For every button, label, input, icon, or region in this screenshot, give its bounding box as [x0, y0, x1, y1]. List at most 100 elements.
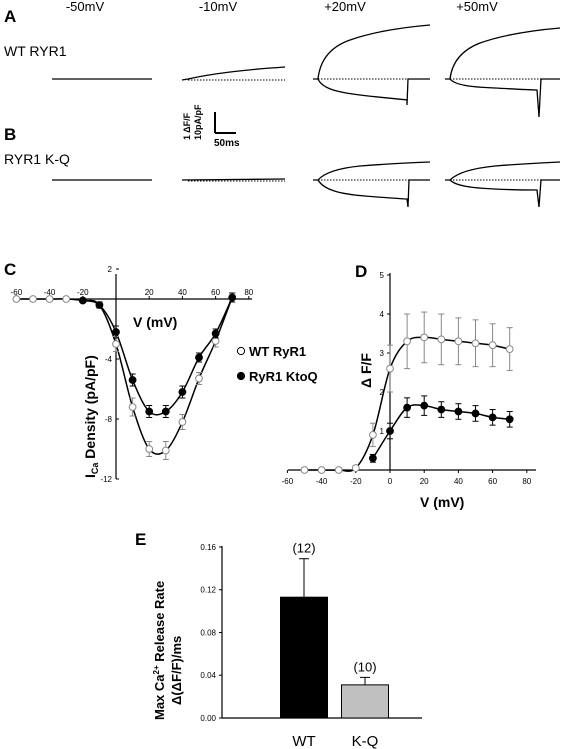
- iv-x-tick-label: 60: [211, 288, 220, 297]
- rate-y-tick-label: 0.08: [200, 628, 216, 637]
- iv-y-axis-label: ICa Density (pA/pF): [82, 355, 100, 478]
- fluorescence-chart: -60 -40 -20 0 20 40 60 80 1 2 3 4 5 V (mV) Δ F/F: [282, 271, 536, 510]
- voltage-label-4: +50mV: [456, 0, 498, 14]
- ff-wt-point: [420, 333, 429, 342]
- ff-x-tick-label: -20: [350, 477, 362, 486]
- wt-traces: [52, 24, 561, 118]
- iv-chart: -60 -40 -20 20 40 60 80 2 -4 -8 -12 V (mV) ICa De…: [11, 265, 318, 484]
- ff-y-tick-label: 3: [380, 349, 385, 358]
- scale-bar-ylabel-1: 1 ΔF/F: [182, 112, 192, 140]
- iv-kq-point: [178, 388, 187, 396]
- iv-wt-point: [211, 337, 220, 345]
- ff-x-tick-label: -40: [316, 477, 328, 486]
- kq-trace-p50-current: [449, 179, 560, 208]
- ff-kq-point: [488, 413, 497, 422]
- ff-y-axis-label: Δ F/F: [358, 353, 374, 388]
- ff-y-tick-label: 2: [380, 388, 385, 397]
- iv-x-tick-label: -20: [77, 288, 89, 297]
- ff-kq-point: [454, 407, 463, 416]
- iv-x-tick-label: 20: [145, 288, 154, 297]
- rate-y-tick-label: 0.00: [200, 714, 216, 723]
- ff-kq-point: [386, 427, 394, 435]
- ff-y-tick-label: 5: [380, 271, 385, 280]
- iv-kq-point: [128, 376, 137, 384]
- voltage-label-3: +20mV: [324, 0, 366, 14]
- ff-wt-point: [351, 464, 360, 472]
- ff-wt-point: [369, 431, 377, 439]
- ff-wt-point: [334, 466, 343, 474]
- ff-y-tick-label: 4: [380, 310, 385, 319]
- iv-x-tick-label: 80: [244, 288, 253, 297]
- panel-label-a: A: [4, 7, 16, 26]
- legend-label-wt: WT RyR1: [249, 344, 306, 359]
- iv-wt-point: [195, 374, 203, 383]
- row-label-wt: WT RYR1: [4, 43, 67, 59]
- legend-marker-kq: [236, 371, 246, 381]
- ff-x-tick-label: 80: [522, 477, 531, 486]
- ff-wt-point: [505, 345, 514, 354]
- panel-label-e: E: [135, 530, 146, 549]
- ff-x-tick-label: 40: [454, 477, 463, 486]
- kq-traces: [52, 161, 561, 208]
- panel-label-d: D: [355, 262, 367, 281]
- iv-kq-point: [78, 296, 87, 305]
- kq-trace-p20-current: [317, 179, 430, 208]
- ff-wt-point: [300, 466, 309, 474]
- voltage-label-2: -10mV: [199, 0, 238, 14]
- ff-x-tick-label: 60: [488, 477, 497, 486]
- rate-y-tick-label: 0.04: [200, 671, 216, 680]
- kq-trace-m10-fluo: [181, 178, 286, 181]
- panel-label-b: B: [4, 125, 16, 144]
- iv-x-tick-label: -60: [11, 288, 23, 297]
- iv-wt-point: [178, 418, 187, 426]
- ff-kq-point: [505, 415, 514, 424]
- ff-wt-point: [386, 364, 394, 373]
- iv-y-tick-label: -4: [105, 355, 113, 364]
- iv-kq-point: [228, 293, 237, 302]
- iv-wt-point: [145, 445, 154, 453]
- iv-y-tick-label: 2: [108, 265, 113, 274]
- bar-category-label: WT: [292, 733, 315, 749]
- wt-trace-m10-fluo: [181, 66, 286, 81]
- kq-trace-p50-fluo: [445, 161, 561, 181]
- iv-wt-point: [12, 295, 21, 303]
- iv-x-tick-label: -40: [44, 288, 56, 297]
- iv-kq-point: [95, 301, 104, 309]
- panel-label-c: C: [4, 260, 16, 279]
- iv-kq-point: [112, 328, 120, 336]
- iv-wt-point: [45, 295, 54, 303]
- iv-y-tick-label: -12: [100, 475, 112, 484]
- ff-kq-point: [369, 454, 377, 463]
- ff-wt-point: [471, 339, 480, 348]
- voltage-label-1: -50mV: [66, 0, 105, 14]
- iv-kq-point: [211, 329, 220, 338]
- ff-wt-point: [488, 341, 497, 350]
- ff-wt-point: [317, 466, 326, 474]
- scale-bar: 1 ΔF/F 10pA/pF 50ms: [182, 104, 240, 149]
- rate-y-tick-label: 0.16: [200, 543, 216, 552]
- rate-y-axis-label-2: Δ(ΔF/F)/ms: [169, 636, 184, 705]
- ff-x-tick-label: -60: [282, 477, 294, 486]
- wt-trace-p20-current: [317, 78, 430, 106]
- iv-legend: WT RyR1 RyR1 KtoQ: [236, 344, 318, 384]
- bar-kq: [341, 684, 389, 719]
- ff-x-tick-label: 0: [388, 477, 393, 486]
- iv-kq-point: [195, 353, 203, 362]
- scale-bar-ylabel-2: 10pA/pF: [193, 104, 203, 140]
- iv-wt-point: [161, 446, 170, 455]
- release-rate-chart: 0.00 0.04 0.08 0.12 0.16 (12) WT (10) K-Q Max C…: [152, 541, 422, 749]
- bar-n-label: (10): [353, 659, 376, 674]
- iv-wt-point: [112, 340, 120, 348]
- iv-wt-point: [62, 295, 71, 303]
- legend-label-kq: RyR1 KtoQ: [249, 369, 318, 384]
- ff-x-tick-label: 20: [420, 477, 429, 486]
- rate-y-axis-label-1: Max Ca2+ Release Rate: [152, 581, 167, 720]
- iv-y-tick-label: -8: [105, 415, 113, 424]
- bar-n-label: (12): [292, 541, 315, 556]
- iv-fit-line-kq: [82, 297, 233, 416]
- wt-trace-p20-fluo: [313, 24, 431, 80]
- ff-wt-point: [403, 337, 412, 346]
- ff-kq-point: [471, 409, 480, 418]
- iv-kq-point: [161, 407, 170, 416]
